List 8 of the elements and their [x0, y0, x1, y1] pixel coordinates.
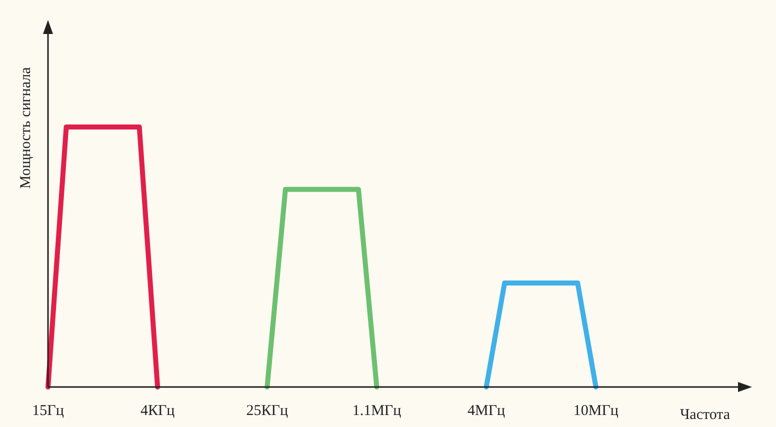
- x-tick-label: 15Гц: [32, 403, 64, 419]
- x-tick-label: 4МГц: [468, 403, 506, 419]
- x-tick-label: 10МГц: [573, 403, 618, 419]
- x-axis-title: Частота: [680, 407, 730, 423]
- x-tick-label: 1.1МГц: [352, 403, 402, 419]
- x-tick-label: 4КГц: [140, 403, 175, 419]
- x-tick-label: 25КГц: [246, 403, 288, 419]
- y-axis-title: Мощность сигнала: [18, 66, 34, 189]
